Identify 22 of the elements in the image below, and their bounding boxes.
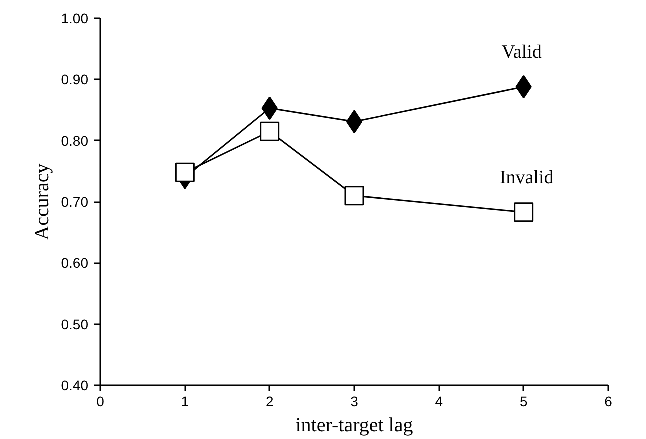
y-tick-label: 1.00 bbox=[61, 10, 89, 26]
point bbox=[344, 186, 364, 206]
y-tick-label: 0.40 bbox=[61, 378, 89, 394]
point bbox=[260, 122, 280, 142]
x-tick-label: 5 bbox=[520, 394, 528, 410]
y-tick-label: 0.50 bbox=[61, 316, 89, 332]
x-tick-label: 1 bbox=[181, 394, 190, 410]
series-label: Valid bbox=[502, 42, 542, 64]
x-axis-title: inter-target lag bbox=[296, 414, 414, 436]
x-tick-label: 0 bbox=[96, 394, 105, 410]
y-tick-label: 0.80 bbox=[61, 132, 89, 149]
x-tick-label: 3 bbox=[350, 394, 359, 410]
x-tick-label: 2 bbox=[266, 394, 274, 410]
series-label: Invalid bbox=[500, 167, 554, 188]
x-tick-label: 6 bbox=[604, 394, 613, 410]
y-tick-label: 0.90 bbox=[61, 72, 89, 88]
y-tick-label: 0.60 bbox=[61, 255, 89, 272]
point bbox=[346, 110, 363, 134]
x-tick-label: 4 bbox=[435, 394, 444, 410]
point bbox=[175, 162, 195, 182]
y-axis-title: Accuracy bbox=[31, 164, 54, 240]
y-tick-label: 0.70 bbox=[61, 194, 89, 210]
